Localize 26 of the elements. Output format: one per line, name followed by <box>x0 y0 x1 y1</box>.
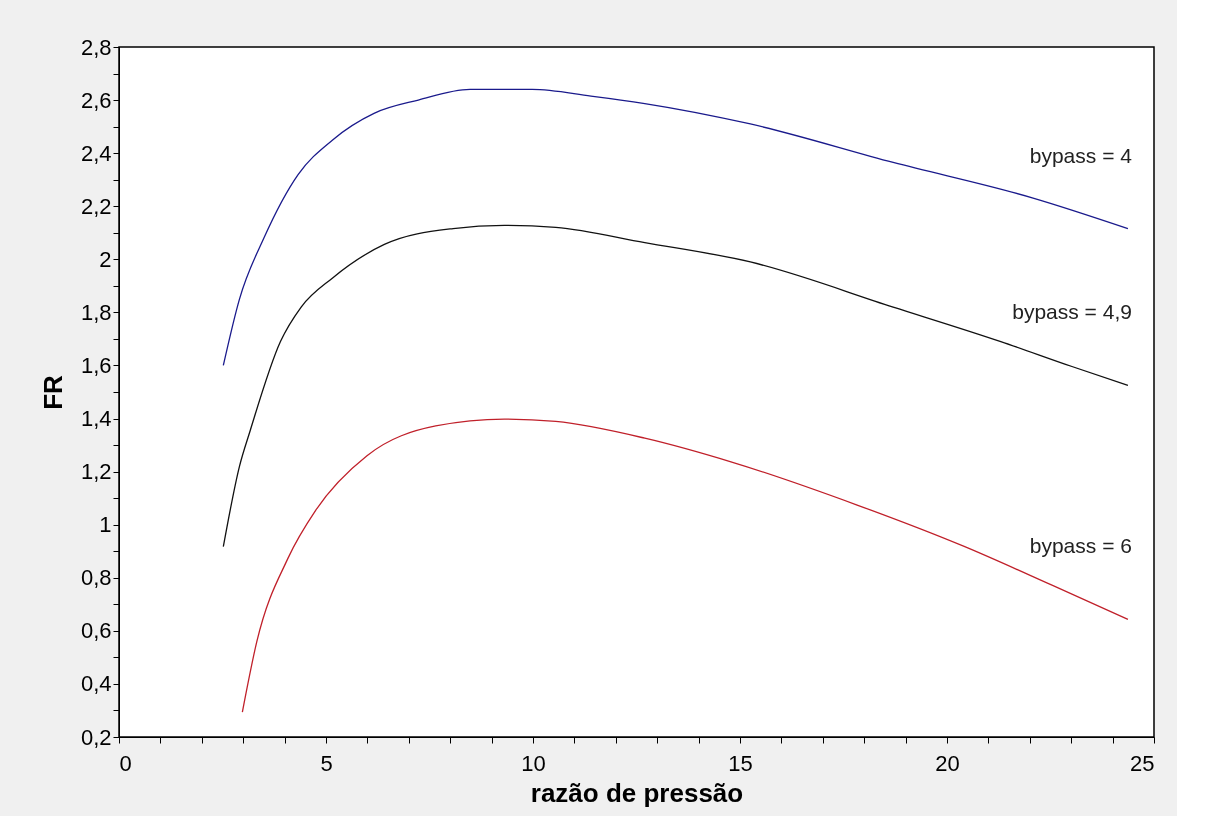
x-tick-label: 0 <box>119 750 132 776</box>
x-tick-label: 15 <box>728 750 753 776</box>
x-tick-label: 10 <box>521 750 546 776</box>
y-tick-label: 1 <box>99 512 112 538</box>
y-tick-label: 2 <box>99 246 112 272</box>
line-series <box>241 418 1129 713</box>
x-tick-label: 25 <box>1130 750 1155 776</box>
y-tick-label: 0,4 <box>80 671 112 697</box>
series-label: bypass = 6 <box>1029 534 1132 558</box>
series-label: bypass = 4 <box>1029 143 1133 167</box>
y-tick-label: 2,6 <box>80 87 112 113</box>
x-axis-title: razão de pressão <box>530 777 744 808</box>
series-label: bypass = 4,9 <box>1012 300 1132 324</box>
x-tick-label: 20 <box>935 750 960 776</box>
y-tick-label: 0,6 <box>80 618 112 644</box>
y-tick-label: 1,4 <box>80 406 112 432</box>
y-tick-label: 0,8 <box>80 565 112 591</box>
y-tick-label: 2,8 <box>80 34 112 60</box>
y-tick-label: 2,2 <box>80 193 112 219</box>
y-axis-title: FR <box>37 374 68 410</box>
y-tick-label: 1,6 <box>80 352 112 378</box>
y-tick-label: 1,2 <box>80 459 112 485</box>
x-tick-label: 5 <box>320 750 333 776</box>
y-tick-label: 0,2 <box>80 724 112 750</box>
y-tick-label: 2,4 <box>80 140 112 166</box>
y-tick-label: 1,8 <box>80 299 112 325</box>
